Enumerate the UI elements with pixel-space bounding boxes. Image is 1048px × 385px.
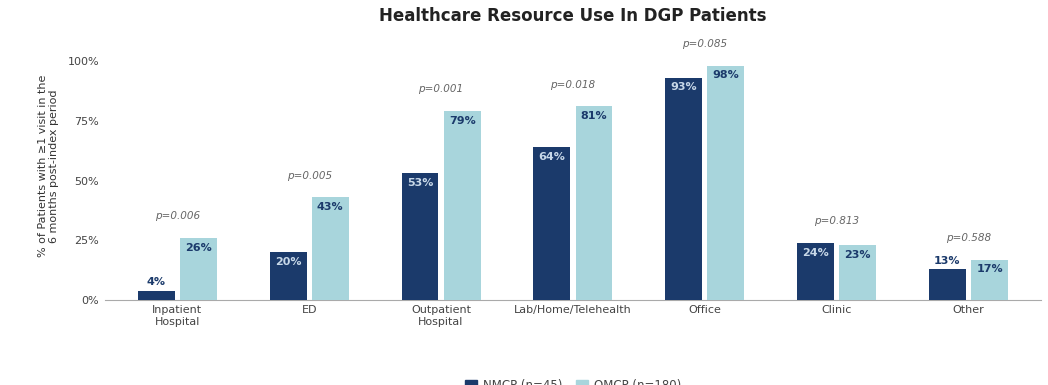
Text: 79%: 79% bbox=[449, 116, 476, 126]
Text: p=0.006: p=0.006 bbox=[155, 211, 200, 221]
Legend: NMCP (n=45), OMCP (n=180): NMCP (n=45), OMCP (n=180) bbox=[460, 374, 685, 385]
Bar bbox=[137, 291, 175, 300]
Bar bbox=[533, 147, 570, 300]
Bar bbox=[798, 243, 834, 300]
Bar bbox=[443, 111, 481, 300]
Text: p=0.005: p=0.005 bbox=[287, 171, 332, 181]
Bar bbox=[312, 198, 349, 300]
Text: p=0.018: p=0.018 bbox=[550, 80, 595, 90]
Text: 20%: 20% bbox=[275, 257, 302, 267]
Bar bbox=[707, 65, 744, 300]
Text: 64%: 64% bbox=[539, 152, 565, 162]
Text: 81%: 81% bbox=[581, 111, 608, 121]
Text: 23%: 23% bbox=[845, 250, 871, 260]
Bar bbox=[180, 238, 217, 300]
Text: p=0.813: p=0.813 bbox=[814, 216, 859, 226]
Text: p=0.588: p=0.588 bbox=[946, 233, 991, 243]
Text: 17%: 17% bbox=[977, 264, 1003, 275]
Bar bbox=[401, 173, 438, 300]
Bar bbox=[971, 259, 1008, 300]
Text: 43%: 43% bbox=[316, 202, 344, 212]
Text: 26%: 26% bbox=[185, 243, 212, 253]
Text: 13%: 13% bbox=[934, 256, 961, 266]
Text: 93%: 93% bbox=[671, 82, 697, 92]
Bar bbox=[839, 245, 876, 300]
Text: p=0.001: p=0.001 bbox=[418, 84, 463, 94]
Text: p=0.085: p=0.085 bbox=[682, 39, 727, 49]
Text: 4%: 4% bbox=[147, 277, 166, 287]
Y-axis label: % of Patients with ≥1 visit in the
6 months post-index period: % of Patients with ≥1 visit in the 6 mon… bbox=[38, 75, 60, 257]
Bar bbox=[269, 253, 307, 300]
Text: 53%: 53% bbox=[407, 178, 433, 188]
Bar bbox=[665, 77, 702, 300]
Text: 24%: 24% bbox=[802, 248, 829, 258]
Title: Healthcare Resource Use In DGP Patients: Healthcare Resource Use In DGP Patients bbox=[379, 7, 767, 25]
Bar bbox=[929, 269, 966, 300]
Bar bbox=[575, 106, 612, 300]
Text: 98%: 98% bbox=[713, 70, 739, 80]
